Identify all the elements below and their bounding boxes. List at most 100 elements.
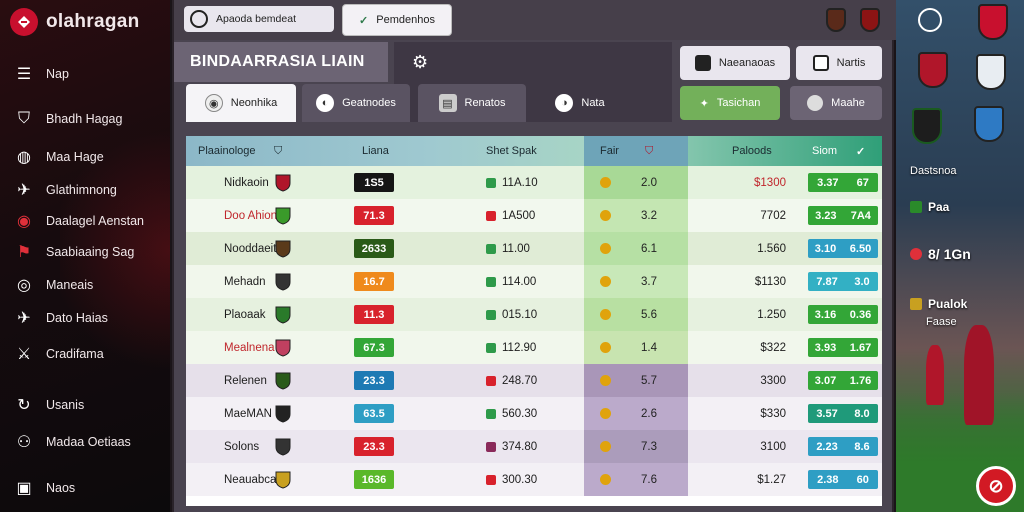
- check-icon: ✓: [856, 145, 866, 158]
- score-b: 60: [856, 473, 869, 486]
- fair-cell[interactable]: 1.4: [584, 331, 688, 364]
- fair-cell[interactable]: 2.6: [584, 397, 688, 430]
- spread-value: 112.90: [502, 341, 537, 354]
- sidebar-item-9[interactable]: ↻ Usanis: [12, 393, 84, 417]
- header-fair[interactable]: Fair ⛉: [584, 136, 688, 166]
- league-value: 11.3: [354, 305, 394, 324]
- spread-cell: 11A.10: [486, 166, 538, 199]
- club-crest-icon[interactable]: [918, 52, 948, 88]
- coin-icon: [600, 243, 611, 254]
- table-row[interactable]: Doo Ahione 71.3 1A500 3.2 7702 3.23 7A4: [186, 199, 882, 232]
- header-spread[interactable]: Shet Spak: [486, 145, 537, 157]
- brand[interactable]: olahragan: [10, 8, 140, 36]
- square-icon: [910, 201, 922, 213]
- table-row[interactable]: MaeMAN 63.5 560.30 2.6 $330 3.57 8.0: [186, 397, 882, 430]
- table-row[interactable]: Relenen 23.3 248.70 5.7 3300 3.07 1.76: [186, 364, 882, 397]
- tab-1[interactable]: ◐ Geatnodes: [302, 84, 410, 122]
- table-row[interactable]: Nidkaoin 1S5 11A.10 2.0 $1300 3.37 67: [186, 166, 882, 199]
- sidebar-item-11[interactable]: ▣ Naos: [12, 476, 75, 500]
- table-row[interactable]: Mealnena 67.3 112.90 1.4 $322 3.93 1.67: [186, 331, 882, 364]
- header-payout[interactable]: Paloods: [732, 145, 772, 157]
- score-a: 3.10: [814, 242, 837, 255]
- search-input[interactable]: Apaoda bemdeat: [184, 6, 334, 32]
- tab-3[interactable]: ◑ Nata: [538, 84, 622, 122]
- sidebar-item-10[interactable]: ⚇ Madaa Oetiaas: [12, 430, 131, 454]
- right-label-text: 8/ 1Gn: [928, 246, 971, 262]
- fair-value: 7.3: [641, 440, 657, 453]
- sidebar-item-label: Glathimnong: [46, 183, 117, 197]
- spread-cell: 248.70: [486, 364, 537, 397]
- club-crest-icon[interactable]: [976, 54, 1006, 90]
- tab-2[interactable]: ▤ Renatos: [418, 84, 526, 122]
- sidebar-item-8[interactable]: ⚔ Cradifama: [12, 342, 104, 366]
- action-button-1[interactable]: Nartis: [796, 46, 882, 80]
- fair-cell[interactable]: 3.7: [584, 265, 688, 298]
- spread-value: 015.10: [502, 308, 538, 321]
- sidebar-item-4[interactable]: ◉ Daalagel Aenstan: [12, 209, 144, 233]
- club-crest-icon[interactable]: [978, 4, 1008, 40]
- sidebar-item-6[interactable]: ◎ Maneais: [12, 273, 93, 297]
- filter-button[interactable]: ✓ Pemdenhos: [342, 4, 452, 36]
- team-name: Solons: [224, 440, 260, 453]
- league-value: 16.7: [354, 272, 394, 291]
- action-label: Maahe: [831, 97, 865, 109]
- sidebar-item-label: Bhadh Hagag: [46, 112, 123, 126]
- fair-cell[interactable]: 5.7: [584, 364, 688, 397]
- table-row[interactable]: Nooddaeit 2633 11.00 6.1 1.560 3.10 6.50: [186, 232, 882, 265]
- gear-icon[interactable]: ⚙: [412, 52, 429, 72]
- score-badge[interactable]: 3.23 7A4: [808, 206, 878, 225]
- sidebar-item-1[interactable]: ⛉ Bhadh Hagag: [12, 107, 122, 131]
- score-badge[interactable]: 2.38 60: [808, 470, 878, 489]
- score-badge[interactable]: 2.23 8.6: [808, 437, 878, 456]
- action-button-3[interactable]: Maahe: [790, 86, 882, 120]
- team-name: Plaoaak: [224, 308, 266, 321]
- score-badge[interactable]: 3.37 67: [808, 173, 878, 192]
- team-name: MaeMAN: [224, 407, 272, 420]
- no-entry-icon[interactable]: ⊘: [976, 466, 1016, 506]
- score-badge[interactable]: 3.07 1.76: [808, 371, 878, 390]
- header-name[interactable]: Plaainologe: [198, 145, 256, 157]
- team-crest-icon: [274, 166, 292, 199]
- sidebar-item-3[interactable]: ✈ Glathimnong: [12, 178, 117, 202]
- sidebar-item-label: Dato Haias: [46, 311, 108, 325]
- league-value: 23.3: [354, 437, 394, 456]
- table-row[interactable]: Plaoaak 11.3 015.10 5.6 1.250 3.16 0.36: [186, 298, 882, 331]
- table-row[interactable]: Solons 23.3 374.80 7.3 3100 2.23 8.6: [186, 430, 882, 463]
- table-row[interactable]: Neauabcas 1636 300.30 7.6 $1.27 2.38 60: [186, 463, 882, 496]
- sidebar-item-7[interactable]: ✈ Dato Haias: [12, 306, 108, 330]
- table-row[interactable]: Mehadn 16.7 114.00 3.7 $1130 7.87 3.0: [186, 265, 882, 298]
- fair-cell[interactable]: 2.0: [584, 166, 688, 199]
- fair-cell[interactable]: 7.3: [584, 430, 688, 463]
- score-badge[interactable]: 7.87 3.0: [808, 272, 878, 291]
- ball-icon[interactable]: [918, 8, 942, 32]
- action-label: Nartis: [836, 57, 866, 69]
- club-crest-icon[interactable]: [912, 108, 942, 144]
- sidebar-item-label: Nap: [46, 67, 69, 81]
- fair-cell[interactable]: 5.6: [584, 298, 688, 331]
- brand-logo-icon: [10, 8, 38, 36]
- league-value: 1636: [354, 470, 394, 489]
- league-value: 2633: [354, 239, 394, 258]
- action-button-0[interactable]: Naeanaoas: [680, 46, 790, 80]
- sidebar-item-0[interactable]: ☰ Nap: [12, 62, 69, 86]
- fair-cell[interactable]: 7.6: [584, 463, 688, 496]
- fair-cell[interactable]: 3.2: [584, 199, 688, 232]
- score-badge[interactable]: 3.57 8.0: [808, 404, 878, 423]
- action-button-2[interactable]: ✦ Tasichan: [680, 86, 780, 120]
- fair-cell[interactable]: 6.1: [584, 232, 688, 265]
- score-badge[interactable]: 3.10 6.50: [808, 239, 878, 258]
- tab-0[interactable]: ◉ Neonhika: [186, 84, 296, 122]
- club-crest-icon[interactable]: [826, 8, 846, 32]
- score-badge[interactable]: 3.93 1.67: [808, 338, 878, 357]
- header-league[interactable]: Liana: [362, 145, 389, 157]
- team-crest-icon: [274, 232, 292, 265]
- club-crest-icon[interactable]: [860, 8, 880, 32]
- score-badge[interactable]: 3.16 0.36: [808, 305, 878, 324]
- header-score[interactable]: Siom: [812, 145, 838, 157]
- right-label-2: Paa: [910, 200, 949, 214]
- club-crest-icon[interactable]: [974, 106, 1004, 142]
- sidebar-item-2[interactable]: ◍ Maa Hage: [12, 145, 104, 169]
- player-figure: [964, 325, 994, 425]
- sidebar-item-5[interactable]: ⚑ Saabiaaing Sag: [12, 240, 134, 264]
- team-name: Mehadn: [224, 275, 266, 288]
